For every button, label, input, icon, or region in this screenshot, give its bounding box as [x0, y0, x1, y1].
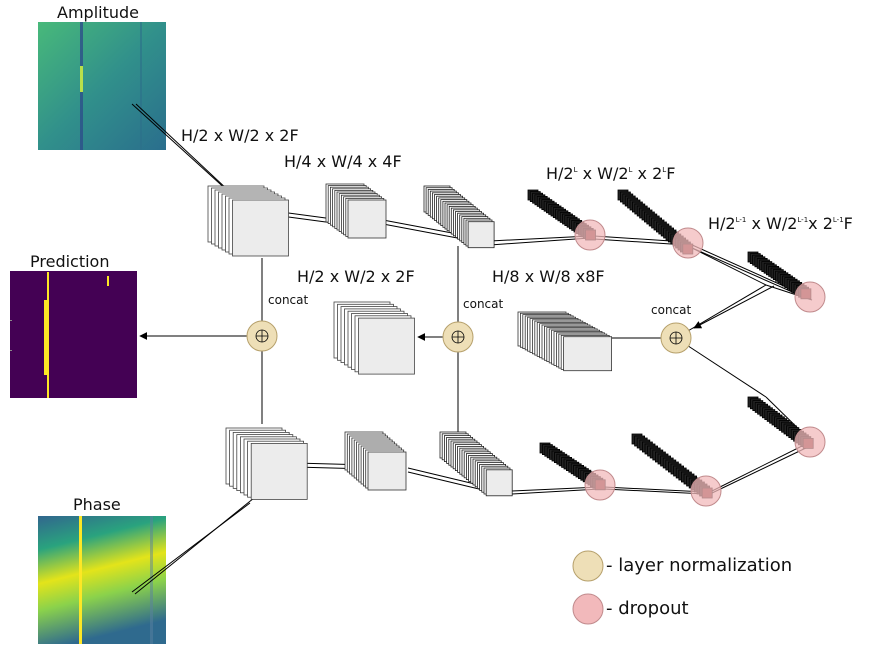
concat-label-3: concat: [651, 303, 692, 317]
prediction-image: [10, 271, 137, 398]
phase-stack-1: [225, 427, 308, 500]
dim-label-level-l: H/2L x W/2L x 2LF: [546, 166, 675, 182]
encoder-stack-3: [423, 185, 495, 249]
dropout-node-5: [690, 475, 722, 507]
phase-stack-3: [439, 431, 513, 497]
dim-label-encoder1: H/2 x W/2 x 2F: [181, 126, 299, 145]
prediction-title: Prediction: [30, 252, 110, 271]
dim-l1-sup1: L-1: [735, 216, 747, 224]
dim-l1-sup3: L-1: [832, 216, 844, 224]
dim-label-encoder2: H/4 x W/4 x 4F: [284, 152, 402, 171]
dropout-node-4: [794, 426, 826, 458]
dropout-node-6: [584, 469, 616, 501]
dropout-node-3: [794, 281, 826, 313]
dim-l-sup2: L: [628, 166, 633, 174]
concat-label-2: concat: [463, 297, 504, 311]
legend-dropout-symbol: [572, 593, 604, 625]
concat-label-1: concat: [268, 293, 309, 307]
dim-label-decoder1: H/2 x W/2 x 2F: [297, 267, 415, 286]
dim-l-part1: H/2: [546, 164, 574, 183]
amplitude-title: Amplitude: [57, 3, 139, 22]
encoder-stack-1: [207, 185, 289, 257]
legend-dropout-label: - dropout: [606, 598, 689, 619]
amplitude-image: [38, 22, 166, 150]
layer-norm-node-2: [442, 321, 474, 353]
layer-norm-node-1: [246, 320, 278, 352]
dropout-node-2: [672, 227, 704, 259]
feature-map-stacks: [207, 183, 826, 507]
dropout-node-1: [574, 219, 606, 251]
layer-norm-nodes: [246, 320, 692, 354]
legend-layer-norm-label: - layer normalization: [606, 555, 793, 576]
decoder-stack-1: [333, 301, 415, 375]
connection-lines: [131, 103, 813, 595]
dim-label-decoder3: H/8 x W/8 x8F: [492, 267, 605, 286]
legend-layer-norm-symbol: [572, 550, 604, 582]
dim-l1-part4: F: [843, 214, 853, 233]
dim-l1-part1: H/2: [708, 214, 736, 233]
dim-label-level-l-1: H/2L-1 x W/2L-1x 2L-1F: [708, 216, 853, 232]
dim-l1-part3: x 2: [808, 214, 833, 233]
dim-l-part3: x 2: [632, 164, 663, 183]
layer-norm-node-3: [660, 322, 692, 354]
encoder-stack-2: [325, 183, 387, 239]
dim-l-part2: x W/2: [577, 164, 629, 183]
decoder-stack-3: [517, 311, 612, 372]
phase-title: Phase: [73, 495, 121, 514]
dim-l-sup1: L: [573, 166, 578, 174]
phase-image: [38, 516, 166, 644]
dim-l-part4: F: [666, 164, 676, 183]
dim-l-sup3: L: [662, 166, 667, 174]
phase-stack-2: [344, 431, 407, 491]
dim-l1-part2: x W/2: [746, 214, 798, 233]
dim-l1-sup2: L-1: [797, 216, 809, 224]
